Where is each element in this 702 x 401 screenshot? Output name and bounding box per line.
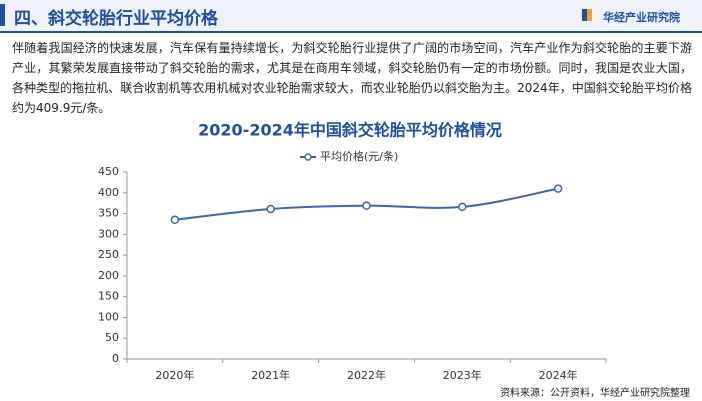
marker — [458, 202, 467, 212]
legend-marker — [304, 153, 312, 161]
y-tick-label: 0 — [112, 352, 119, 365]
chart-title: 2020-2024年中国斜交轮胎平均价格情况 — [198, 121, 502, 140]
marker — [553, 184, 563, 193]
brand: 华经产业研究院 — [603, 11, 680, 24]
brand-logo — [582, 9, 592, 21]
x-tick-label: 2023年 — [443, 368, 482, 382]
x-tick-label: 2024年 — [539, 368, 578, 382]
y-tick-label: 50 — [105, 331, 119, 344]
y-tick-label: 350 — [98, 207, 119, 220]
header-accent — [0, 4, 5, 26]
source: 资料来源：公开资料，华经产业研究院整理 — [500, 386, 690, 399]
y-tick-label: 300 — [98, 227, 119, 240]
marker — [266, 204, 275, 214]
legend-label: 平均价格(元/条) — [320, 149, 398, 163]
marker — [170, 215, 180, 225]
header-title: 四、斜交轮胎行业平均价格 — [14, 9, 218, 29]
paragraph: 伴随着我国经济的快速发展，汽车保有量持续增长，为斜交轮胎行业提供了广阔的市场空间… — [12, 41, 692, 115]
y-tick-label: 100 — [98, 310, 119, 323]
marker — [362, 201, 371, 210]
y-tick-label: 400 — [98, 186, 119, 199]
x-tick-label: 2020年 — [155, 368, 194, 382]
x-tick-label: 2022年 — [347, 368, 386, 382]
y-tick-label: 450 — [98, 165, 119, 178]
x-tick-label: 2021年 — [251, 368, 290, 382]
y-tick-label: 250 — [98, 248, 119, 261]
y-tick-label: 200 — [98, 269, 119, 282]
header: 四、斜交轮胎行业平均价格 华经产业研究院 — [0, 0, 702, 33]
y-tick-label: 150 — [98, 290, 119, 303]
